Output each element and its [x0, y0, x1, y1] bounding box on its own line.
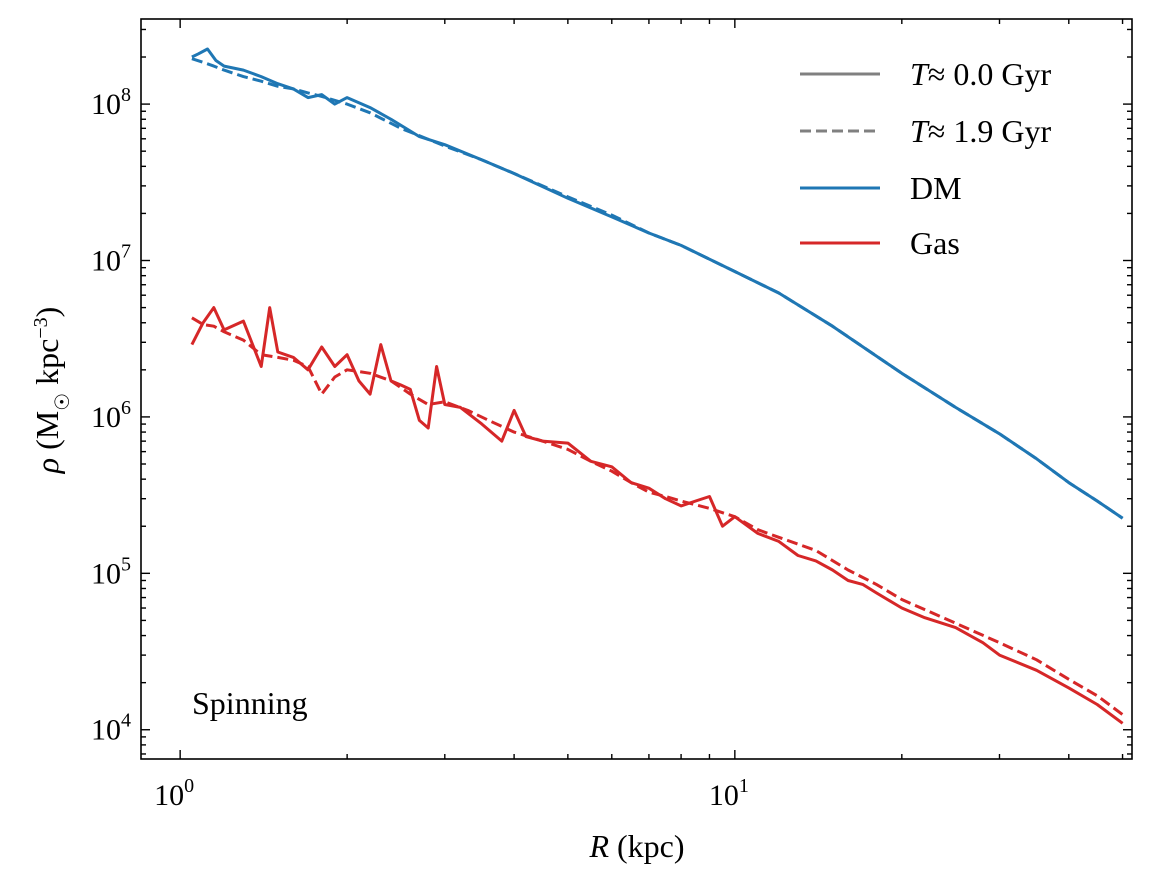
x-tick-label: 100 — [154, 775, 194, 812]
ticks-layer — [141, 19, 1132, 759]
annotation-label: Spinning — [192, 685, 308, 721]
y-axis-label-group: ρ (M☉ kpc−3) — [29, 307, 74, 475]
series-layer — [190, 47, 1124, 725]
x-axis-label: R (kpc) — [588, 828, 684, 864]
axes-layer: 100 101 104 105 106 107 108 — [91, 84, 749, 812]
legend-label: T≈ 0.0 Gyr — [910, 56, 1051, 92]
x-tick-label: 101 — [709, 775, 749, 812]
y-tick-label: 107 — [91, 241, 131, 278]
plot-frame — [140, 18, 1133, 760]
series-line-gas-t1-9 — [191, 316, 1124, 716]
y-tick-label: 106 — [91, 397, 131, 434]
series-line-dm-t1-9 — [191, 57, 1124, 520]
legend-label: DM — [910, 170, 962, 206]
y-tick-label: 108 — [91, 84, 131, 121]
y-tick-label: 105 — [91, 553, 131, 590]
y-axis-label: ρ (M☉ kpc−3) — [29, 307, 74, 475]
legend: T≈ 0.0 Gyr T≈ 1.9 Gyr DM Gas — [800, 56, 1051, 261]
legend-label: Gas — [910, 225, 960, 261]
y-tick-label: 104 — [91, 710, 131, 747]
legend-label: T≈ 1.9 Gyr — [910, 113, 1051, 149]
series-line-gas-t0-0 — [190, 306, 1124, 725]
